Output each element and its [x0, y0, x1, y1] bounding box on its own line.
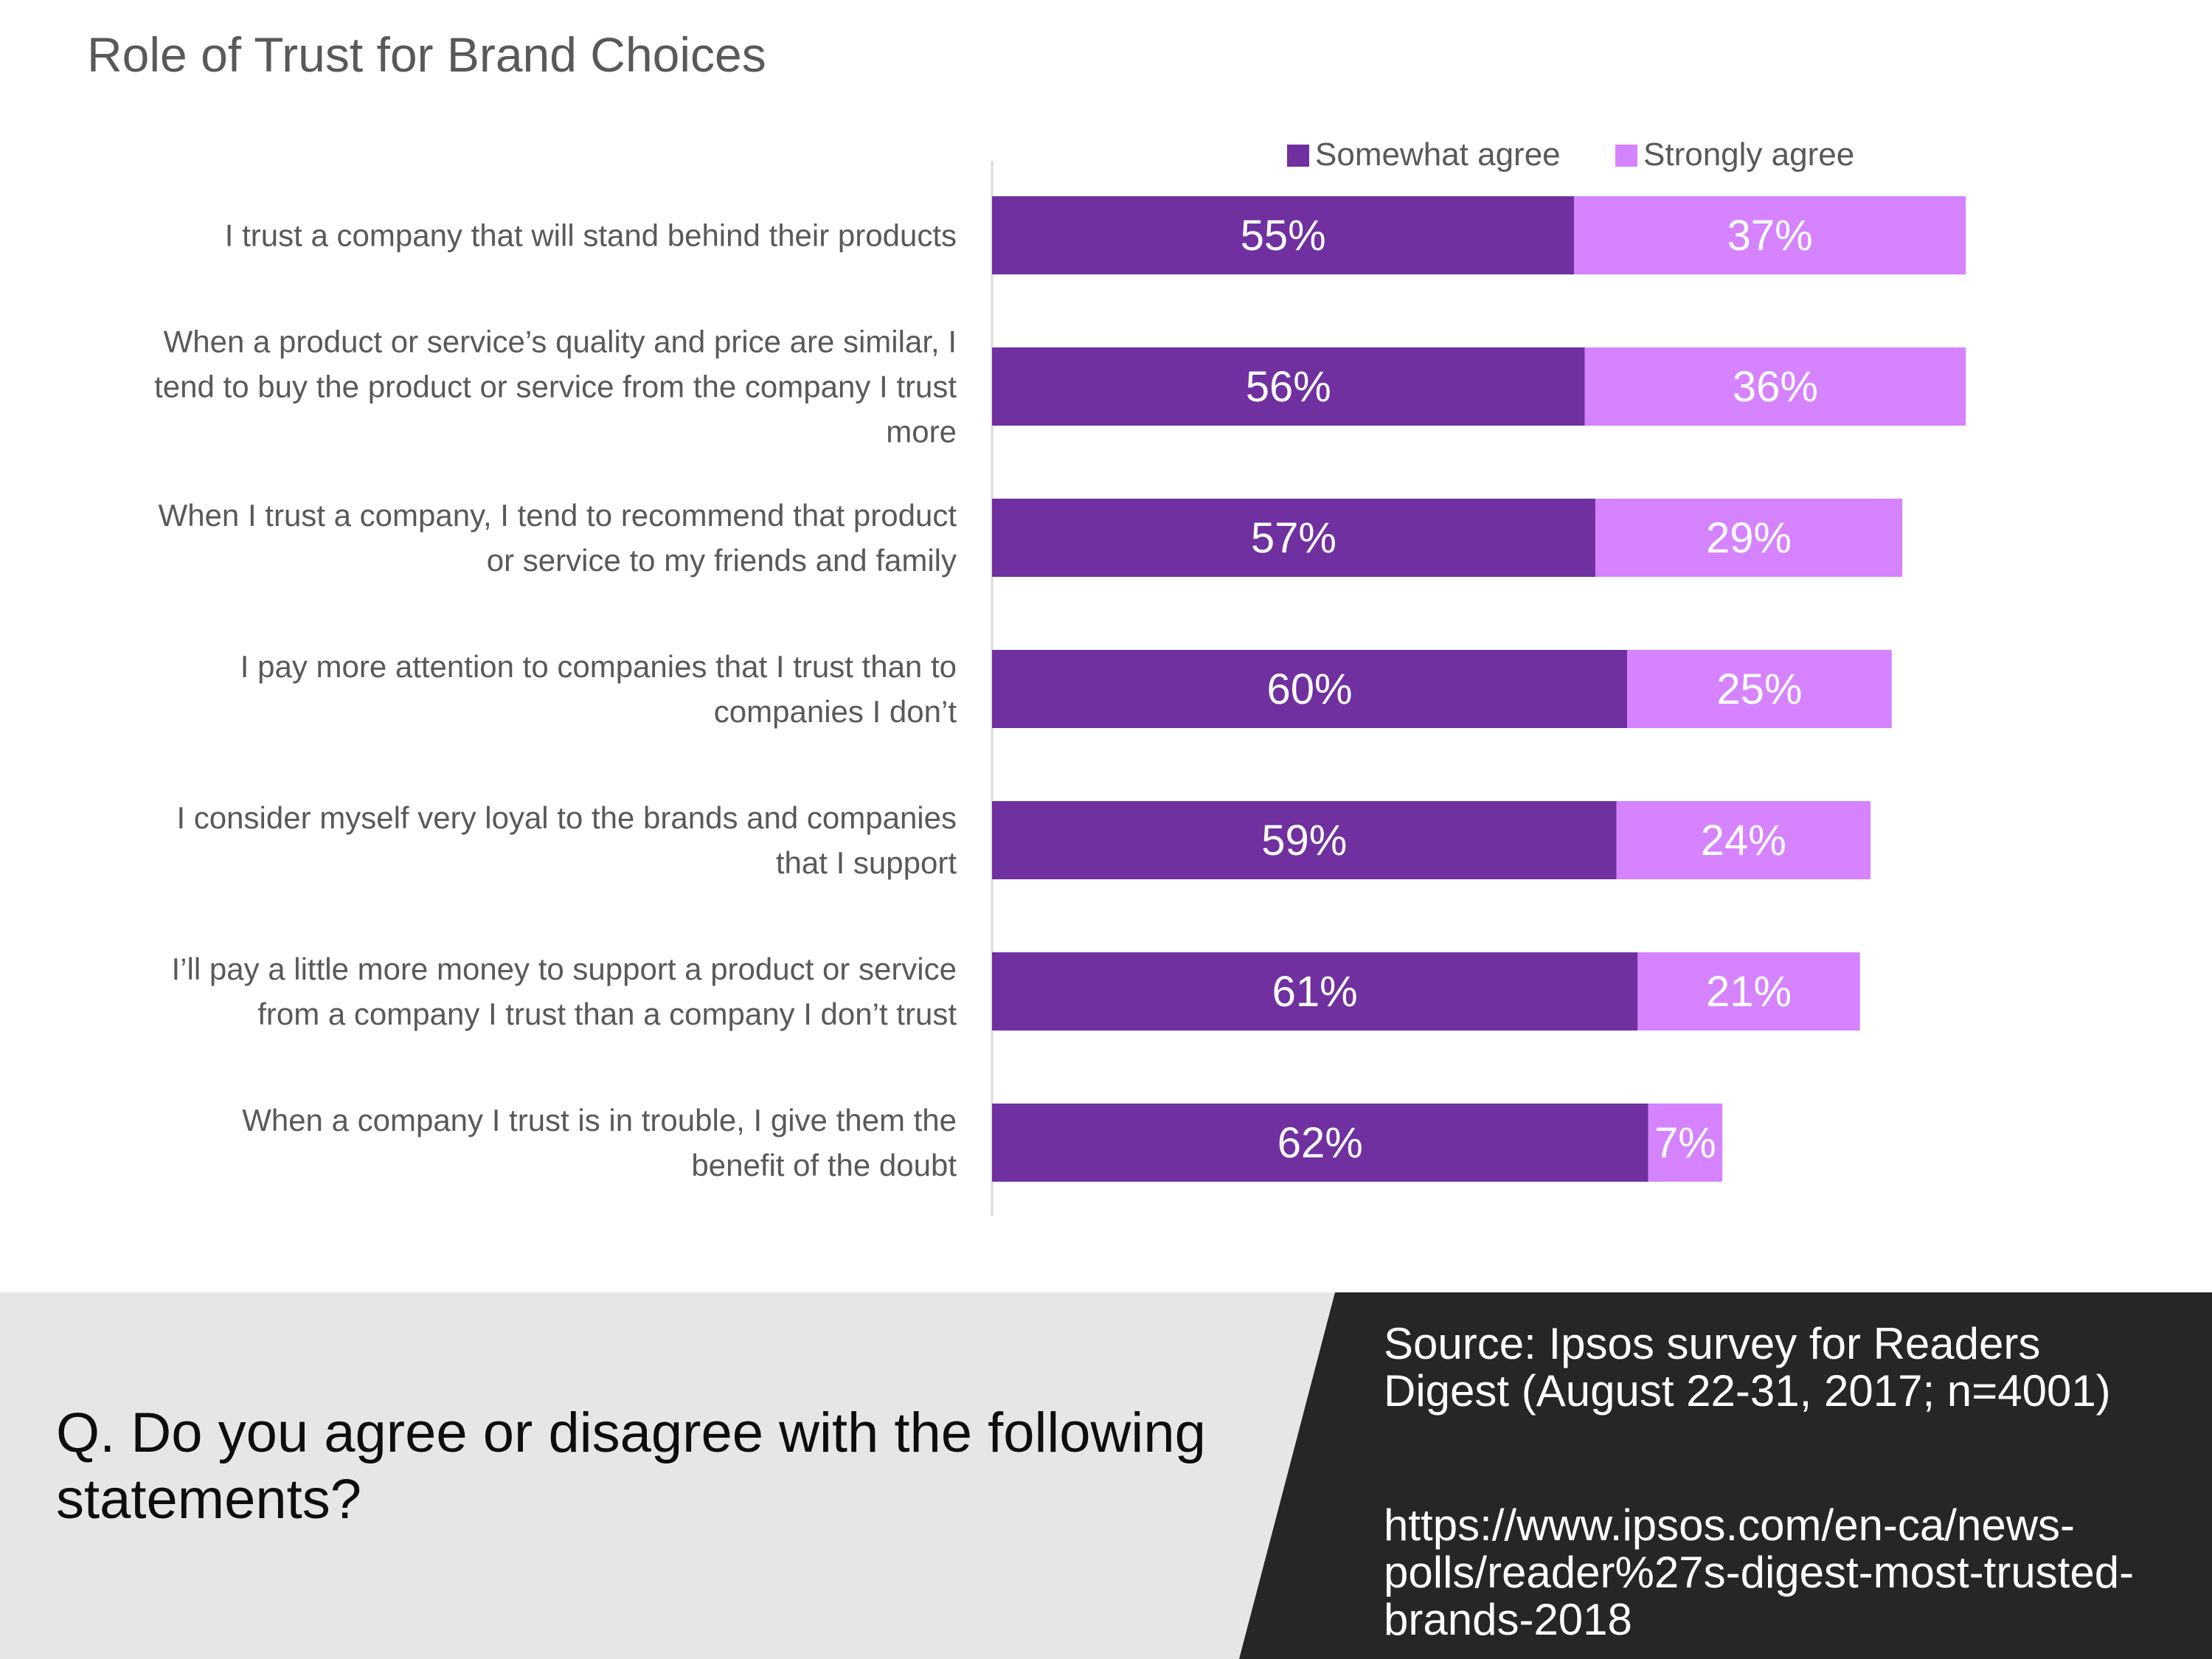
footer-question-panel: [0, 1292, 1335, 1659]
legend-swatch-2: [1615, 145, 1637, 167]
page-title: Role of Trust for Brand Choices: [87, 27, 766, 82]
data-label: 55%: [1241, 212, 1326, 260]
survey-question-line: Q. Do you agree or disagree with the fol…: [56, 1402, 1206, 1464]
data-label: 37%: [1727, 212, 1813, 260]
source-url-line: https://www.ipsos.com/en-ca/news-: [1384, 1500, 2076, 1550]
stacked-bar-chart: Somewhat agree Strongly agree I trust a co…: [154, 136, 1966, 1216]
category-label: I trust a company that will stand behind…: [225, 218, 957, 253]
source-url: https://www.ipsos.com/en-ca/news- polls/…: [1384, 1502, 2195, 1644]
data-label: 21%: [1706, 968, 1792, 1016]
survey-question: Q. Do you agree or disagree with the fol…: [56, 1400, 1236, 1533]
category-label: tend to buy the product or service from …: [154, 370, 957, 404]
data-label: 36%: [1733, 363, 1818, 411]
legend-swatch-1: [1287, 145, 1309, 167]
legend-label-2: Strongly agree: [1643, 136, 1854, 173]
category-label: When a company I trust is in trouble, I …: [242, 1103, 957, 1137]
data-label: 61%: [1272, 968, 1358, 1016]
data-label: 24%: [1701, 817, 1786, 865]
bar-segment-strongly: [1616, 801, 1871, 879]
bar-segment-somewhat: [992, 499, 1595, 577]
source-url-line: brands-2018: [1384, 1595, 1632, 1644]
survey-question-line: statements?: [56, 1468, 361, 1531]
bar-segment-somewhat: [992, 1104, 1648, 1182]
footer-source-panel: [1239, 1292, 2212, 1659]
bar-segment-somewhat: [992, 347, 1585, 426]
data-label: 29%: [1706, 514, 1792, 562]
bar-segment-strongly: [1584, 347, 1966, 426]
bar-segment-strongly: [1627, 650, 1892, 728]
category-label: from a company I trust than a company I …: [257, 997, 957, 1031]
data-label: 62%: [1277, 1119, 1363, 1167]
category-label: benefit of the doubt: [691, 1148, 957, 1182]
bar-segment-somewhat: [992, 952, 1638, 1031]
bar-segment-somewhat: [992, 801, 1617, 879]
source-line: Digest (August 22-31, 2017; n=4001): [1384, 1366, 2111, 1416]
source-url-line: polls/reader%27s-digest-most-trusted-: [1384, 1548, 2135, 1597]
bar-segment-somewhat: [992, 196, 1575, 274]
data-label: 59%: [1261, 817, 1347, 865]
data-label: 60%: [1266, 665, 1352, 713]
category-label: When a product or service’s quality and …: [164, 325, 957, 359]
category-label: I consider myself very loyal to the bran…: [176, 800, 957, 835]
category-label: more: [886, 415, 957, 449]
data-label: 56%: [1246, 363, 1331, 411]
data-label: 7%: [1654, 1119, 1716, 1167]
category-label: that I support: [776, 845, 957, 880]
category-label: or service to my friends and family: [487, 543, 957, 578]
data-label: 25%: [1716, 665, 1802, 713]
bar-segment-strongly: [1648, 1104, 1723, 1182]
category-label: I’ll pay a little more money to support …: [172, 952, 957, 986]
bar-segment-strongly: [1595, 499, 1903, 577]
bar-segment-somewhat: [992, 650, 1627, 728]
bar-segment-strongly: [1574, 196, 1966, 274]
category-label: When I trust a company, I tend to recomm…: [159, 498, 957, 533]
source-citation: Source: Ipsos survey for Readers Digest …: [1384, 1320, 2195, 1415]
legend-label-1: Somewhat agree: [1315, 136, 1561, 173]
data-label: 57%: [1251, 514, 1336, 562]
category-label: I pay more attention to companies that I…: [240, 649, 957, 684]
source-line: Source: Ipsos survey for Readers: [1384, 1319, 2041, 1368]
category-label: companies I don’t: [714, 694, 957, 729]
bar-segment-strongly: [1637, 952, 1860, 1031]
